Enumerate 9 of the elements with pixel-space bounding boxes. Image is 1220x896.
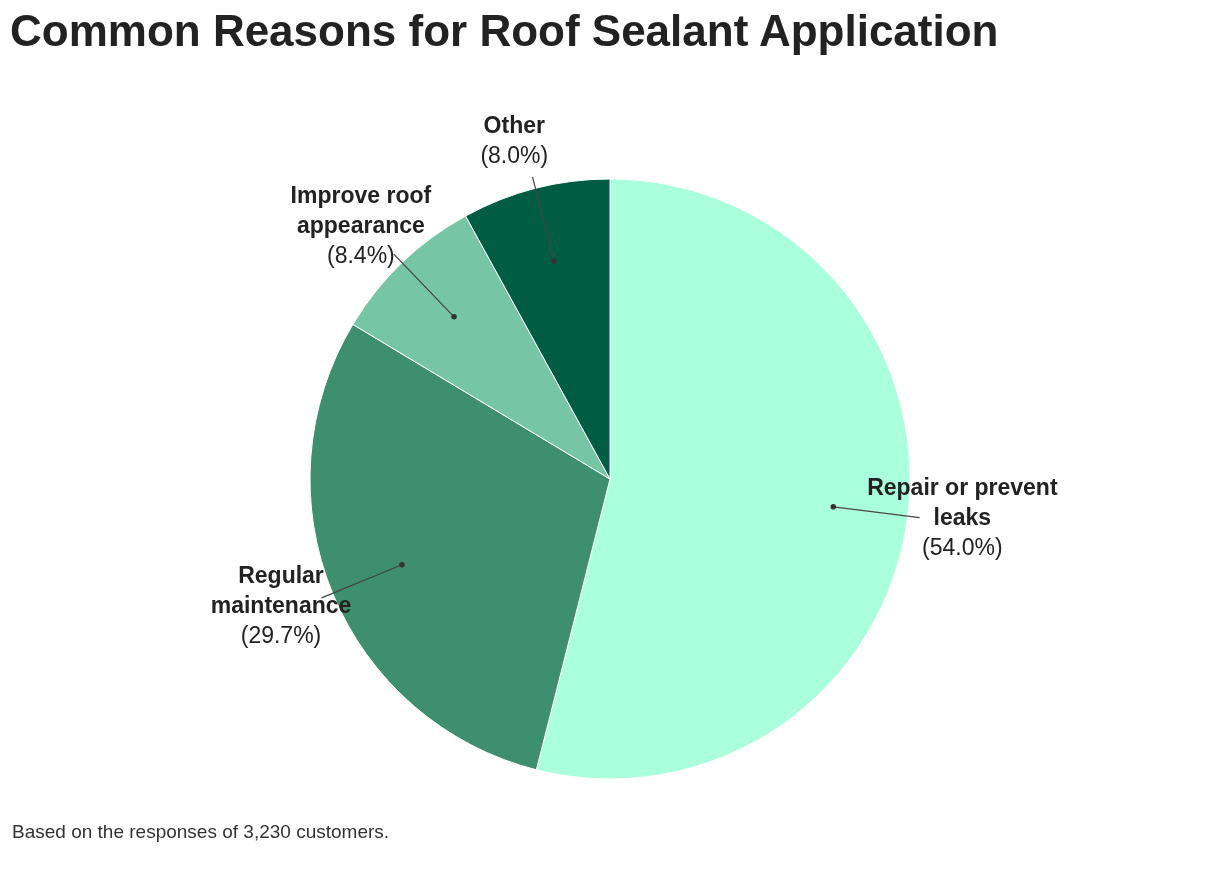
data-label: (8.4%) [327, 242, 395, 269]
slice-label: Other [483, 111, 545, 138]
slice-label: Improve roof appearance [290, 182, 432, 239]
data-label: (29.7%) [240, 622, 322, 649]
data-label: (8.0%) [480, 141, 549, 168]
slice-label: Repair or prevent leaks [867, 473, 1058, 530]
chart-title: Common Reasons for Roof Sealant Application [10, 5, 999, 55]
data-label: (54.0%) [922, 533, 1003, 560]
text: Based on the responses of 3,230 customers. [12, 820, 390, 844]
